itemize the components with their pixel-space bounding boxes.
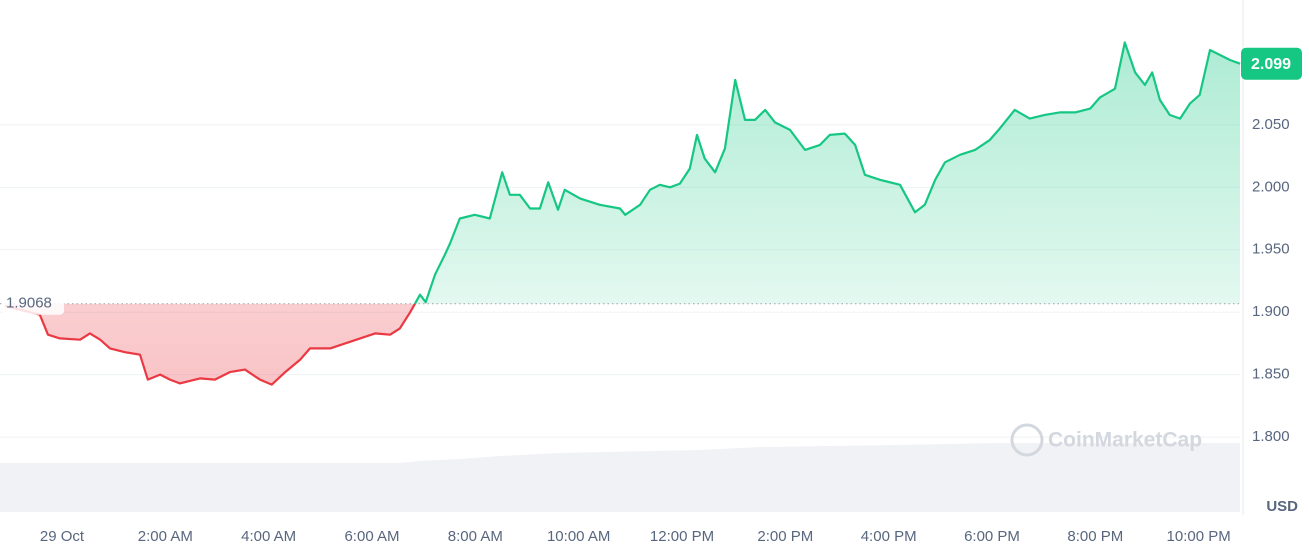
y-tick-label: 1.850: [1252, 366, 1290, 383]
x-tick-label: 6:00 AM: [344, 528, 399, 545]
area-above: [5, 42, 1240, 304]
baseline-label-bg: [2, 290, 64, 315]
x-tick-label: 8:00 AM: [448, 528, 503, 545]
y-tick-label: 2.000: [1252, 178, 1290, 195]
baseline-label: 1.9068: [6, 295, 52, 312]
x-tick-label: 4:00 AM: [241, 528, 296, 545]
y-tick-label: 1.950: [1252, 241, 1290, 258]
x-tick-label: 4:00 PM: [861, 528, 917, 545]
watermark: CoinMarketCap: [1010, 423, 1202, 457]
y-unit: USD: [1266, 498, 1298, 515]
x-tick-label: 2:00 PM: [757, 528, 813, 545]
area-below: [5, 303, 415, 385]
x-tick-label: 29 Oct: [40, 528, 85, 545]
y-tick-label: 1.900: [1252, 303, 1290, 320]
x-tick-label: 10:00 AM: [547, 528, 610, 545]
y-tick-label: 2.050: [1252, 116, 1290, 133]
price-badge-label: 2.099: [1251, 56, 1291, 73]
x-tick-label: 12:00 PM: [650, 528, 714, 545]
y-tick-label: 1.800: [1252, 428, 1290, 445]
x-tick-label: 10:00 PM: [1167, 528, 1231, 545]
x-tick-label: 2:00 AM: [138, 528, 193, 545]
volume-area: [0, 443, 1240, 512]
x-tick-label: 6:00 PM: [964, 528, 1020, 545]
price-badge: [1241, 47, 1302, 80]
price-line-up: [413, 41, 1241, 304]
price-line-down: [4, 303, 417, 386]
watermark-text: CoinMarketCap: [1048, 429, 1202, 452]
x-tick-label: 8:00 PM: [1067, 528, 1123, 545]
